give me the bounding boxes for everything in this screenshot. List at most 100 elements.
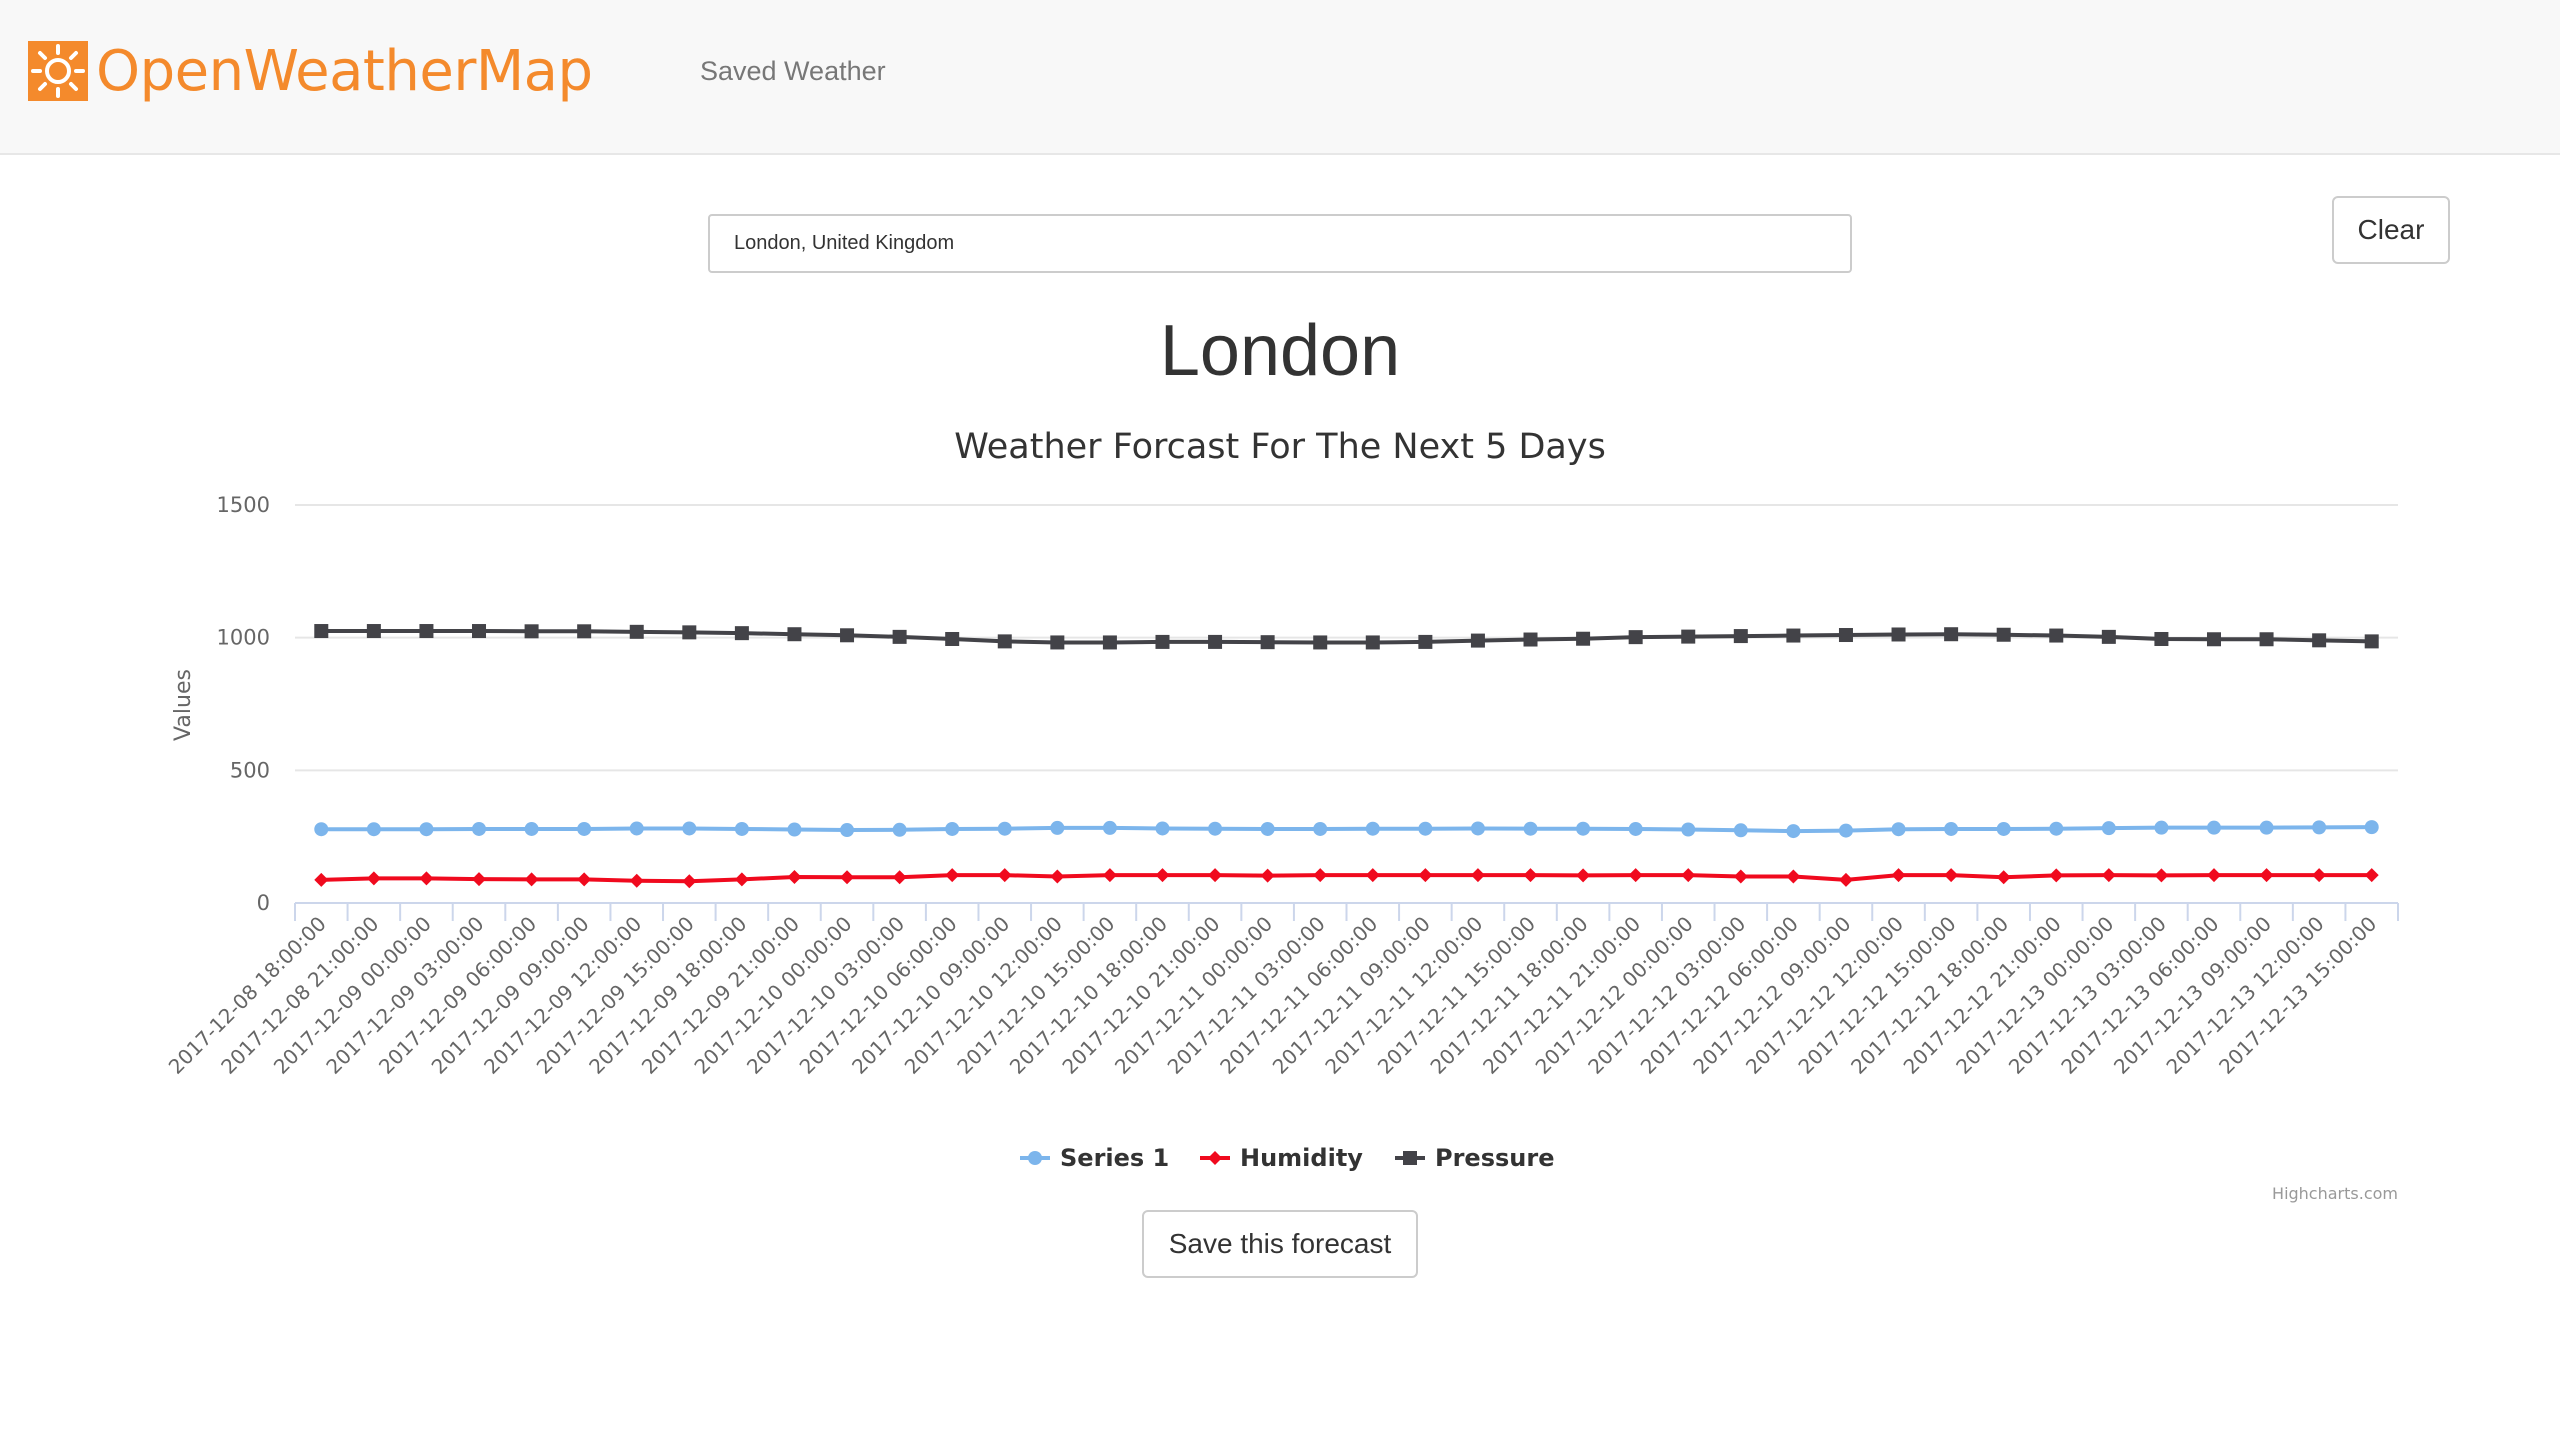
save-forecast-button[interactable]: Save this forecast [1142, 1210, 1418, 1278]
legend-item-pressure[interactable]: Pressure [1395, 1144, 1554, 1172]
data-point-humidity [1260, 868, 1275, 883]
brand-logo-link[interactable]: OpenWeatherMap [28, 36, 593, 106]
highcharts-credits-link[interactable]: Highcharts.com [2272, 1184, 2398, 1203]
data-point-pressure [1102, 635, 1117, 650]
data-point-series-1 [1576, 821, 1591, 836]
y-tick-label: 500 [230, 758, 270, 782]
data-point-humidity [1576, 868, 1591, 883]
data-point-pressure [577, 624, 592, 639]
data-point-pressure [1576, 631, 1591, 646]
data-point-humidity [366, 871, 381, 886]
data-point-series-1 [1155, 821, 1170, 836]
data-point-series-1 [524, 821, 539, 836]
weather-forecast-chart: Weather Forcast For The Next 5 Days Valu… [164, 427, 2399, 1203]
sun-logo-icon [28, 41, 88, 101]
data-point-series-1 [1208, 821, 1223, 836]
data-point-pressure [1628, 630, 1643, 645]
data-point-pressure [314, 624, 329, 639]
clear-button[interactable]: Clear [2332, 196, 2450, 264]
data-point-series-1 [1996, 821, 2011, 836]
data-point-pressure [1260, 635, 1275, 650]
data-point-humidity [682, 874, 697, 889]
legend-symbol-marker [1028, 1151, 1042, 1165]
legend-label: Series 1 [1060, 1144, 1169, 1172]
data-point-pressure [997, 634, 1012, 649]
data-point-pressure [892, 629, 907, 644]
data-point-pressure [1365, 635, 1380, 650]
y-tick-label: 1000 [217, 626, 270, 650]
city-search-input[interactable] [708, 214, 1852, 273]
legend-item-humidity[interactable]: Humidity [1200, 1144, 1363, 1172]
data-point-humidity [1628, 868, 1643, 883]
data-point-humidity [1996, 870, 2011, 885]
data-point-humidity [1102, 868, 1117, 883]
legend-symbol-marker [1208, 1151, 1222, 1165]
chart-title: Weather Forcast For The Next 5 Days [954, 427, 1606, 467]
data-point-pressure [2154, 631, 2169, 646]
data-point-pressure [734, 626, 749, 641]
data-point-humidity [314, 872, 329, 887]
data-point-series-1 [1733, 823, 1748, 838]
data-point-pressure [366, 624, 381, 639]
data-point-pressure [1050, 635, 1065, 650]
legend-label: Humidity [1240, 1144, 1363, 1172]
data-point-series-1 [2049, 821, 2064, 836]
data-point-humidity [945, 868, 960, 883]
data-point-humidity [2259, 868, 2274, 883]
legend-item-series-1[interactable]: Series 1 [1020, 1144, 1169, 1172]
data-point-series-1 [1891, 822, 1906, 837]
data-point-series-1 [366, 822, 381, 837]
data-point-pressure [1733, 629, 1748, 644]
data-point-pressure [1681, 629, 1696, 644]
data-point-humidity [840, 870, 855, 885]
data-point-pressure [1155, 634, 1170, 649]
data-point-series-1 [1470, 821, 1485, 836]
data-point-humidity [1208, 868, 1223, 883]
nav-saved-weather-link[interactable]: Saved Weather [700, 56, 886, 86]
city-title: London [1159, 311, 1401, 391]
data-point-pressure [1418, 634, 1433, 649]
data-point-series-1 [2312, 820, 2327, 835]
data-point-pressure [682, 625, 697, 640]
data-point-pressure [2259, 632, 2274, 647]
brand-name: OpenWeatherMap [96, 38, 593, 104]
data-point-series-1 [577, 821, 592, 836]
data-point-humidity [1418, 868, 1433, 883]
data-point-series-1 [1313, 821, 1328, 836]
data-point-humidity [2312, 868, 2327, 883]
series-line-humidity [321, 873, 2372, 884]
data-point-series-1 [2259, 820, 2274, 835]
data-point-pressure [629, 624, 644, 639]
data-point-series-1 [314, 822, 329, 837]
y-axis-title: Values [171, 669, 196, 741]
data-point-series-1 [892, 822, 907, 837]
data-point-series-1 [1786, 824, 1801, 839]
data-point-humidity [1365, 868, 1380, 883]
data-point-humidity [1838, 872, 1853, 887]
data-point-humidity [1523, 868, 1538, 883]
data-point-series-1 [2154, 820, 2169, 835]
data-point-humidity [1944, 868, 1959, 883]
series-line-pressure [321, 629, 2372, 645]
data-point-series-1 [1102, 820, 1117, 835]
data-point-series-1 [1838, 823, 1853, 838]
data-point-humidity [1313, 868, 1328, 883]
series-line-series-1 [321, 825, 2372, 834]
data-point-series-1 [419, 822, 434, 837]
data-point-series-1 [997, 821, 1012, 836]
data-point-humidity [629, 873, 644, 888]
data-point-pressure [945, 631, 960, 646]
data-point-series-1 [1681, 822, 1696, 837]
data-point-series-1 [682, 821, 697, 836]
data-point-humidity [2154, 868, 2169, 883]
data-point-series-1 [2364, 820, 2379, 835]
y-tick-label: 0 [257, 891, 270, 915]
data-point-series-1 [1418, 821, 1433, 836]
data-point-series-1 [734, 821, 749, 836]
data-point-pressure [1996, 627, 2011, 642]
data-point-humidity [1733, 869, 1748, 884]
data-point-humidity [734, 872, 749, 887]
data-point-humidity [2364, 868, 2379, 883]
data-point-humidity [1786, 869, 1801, 884]
data-point-pressure [1208, 634, 1223, 649]
